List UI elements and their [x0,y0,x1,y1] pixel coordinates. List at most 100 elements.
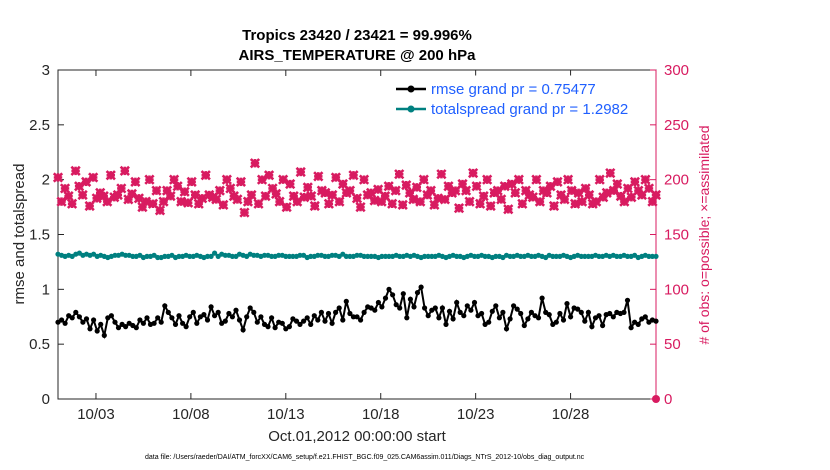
obs-marker [506,178,517,190]
obs-marker [73,181,85,192]
series-point-1 [518,253,524,259]
series-point-0 [514,306,520,312]
series-point-0 [194,320,200,326]
obs-marker [394,169,405,180]
series-point-1 [361,253,367,259]
obs-marker [629,176,641,187]
series-point-0 [155,315,161,321]
obs-marker [84,200,95,212]
series-point-0 [251,309,257,315]
series-point-1 [187,253,193,259]
series-point-0 [553,319,559,325]
obs-marker [225,183,236,194]
y-tick-label: 2.5 [29,117,50,134]
series-point-0 [397,305,403,311]
obs-marker [601,187,612,198]
obs-marker [292,196,303,207]
obs-marker [295,166,306,178]
series-point-0 [582,318,588,324]
obs-marker [126,188,137,200]
obs-marker [348,170,359,181]
series-point-0 [265,324,271,330]
series-point-1 [208,253,214,259]
series-point-0 [151,320,157,326]
obs-marker [306,190,317,202]
series-point-0 [308,321,314,327]
obs-marker [510,187,521,198]
obs-marker [151,185,162,196]
obs-marker [302,182,313,193]
series-point-1 [614,253,620,259]
series-point-0 [642,314,648,320]
series-point-1 [422,253,428,259]
series-point-0 [240,327,246,333]
series-point-0 [557,310,563,317]
obs-marker [183,197,194,208]
series-point-0 [404,315,410,321]
x-tick-label: 10/13 [267,406,305,423]
series-point-0 [503,326,510,332]
obs-marker [548,200,560,212]
series-point-0 [390,292,396,298]
series-point-0 [372,307,378,313]
obs-marker [559,194,570,205]
series-point-0 [190,309,196,315]
obs-marker [102,196,113,207]
series-point-1 [379,253,385,259]
obs-marker [562,174,574,185]
obs-marker [66,198,78,209]
series-point-0 [236,317,243,323]
series-point-0 [607,310,613,317]
obs-marker [485,200,496,212]
series-point-0 [393,302,399,308]
series-point-0 [279,320,285,326]
series-point-0 [560,317,567,323]
series-point-1 [315,252,321,258]
series-point-0 [414,290,421,296]
obs-zero-marker [652,395,660,403]
series-point-0 [315,317,321,323]
x-tick-label: 10/03 [77,406,115,423]
series-point-0 [140,320,146,326]
series-point-0 [635,321,641,327]
obs-marker [401,180,412,191]
legend-box [390,75,654,121]
x-axis: 10/03 10/08 10/13 10/18 10/23 10/28 [77,70,589,423]
series-point-0 [137,317,143,323]
series-point-0 [340,317,346,323]
series-point-0 [201,312,207,318]
series-point-0 [87,326,93,332]
series-point-0 [76,314,82,320]
series-point-0 [361,309,367,315]
series-point-0 [208,304,214,310]
obs-marker [387,198,398,209]
obs-marker [453,203,465,214]
series-point-1 [229,253,235,259]
y-tick-label: 3 [42,62,50,79]
series-point-0 [507,316,513,322]
y-tick-label: 1.5 [29,227,50,244]
series-point-1 [582,253,588,259]
series-point-1 [276,252,282,258]
series-point-1 [343,253,349,259]
series-point-0 [386,286,392,292]
obs-marker [197,193,208,204]
obs-marker [478,190,489,202]
series-point-0 [215,309,221,315]
series-point-0 [169,315,175,321]
series-point-1 [386,253,392,259]
series-point-0 [59,317,65,323]
obs-marker [355,201,366,213]
obs-marker [351,193,363,204]
series-point-0 [247,305,253,311]
obs-marker [116,183,127,194]
obs-marker [320,187,331,198]
series-point-0 [471,299,478,306]
series-point-0 [539,295,545,301]
y-axis-label: rmse and totalspread [11,164,28,305]
series-point-0 [187,314,193,320]
series-point-1 [653,253,659,259]
series-point-0 [172,321,179,327]
series-point-0 [293,318,300,324]
series-point-0 [325,310,332,317]
